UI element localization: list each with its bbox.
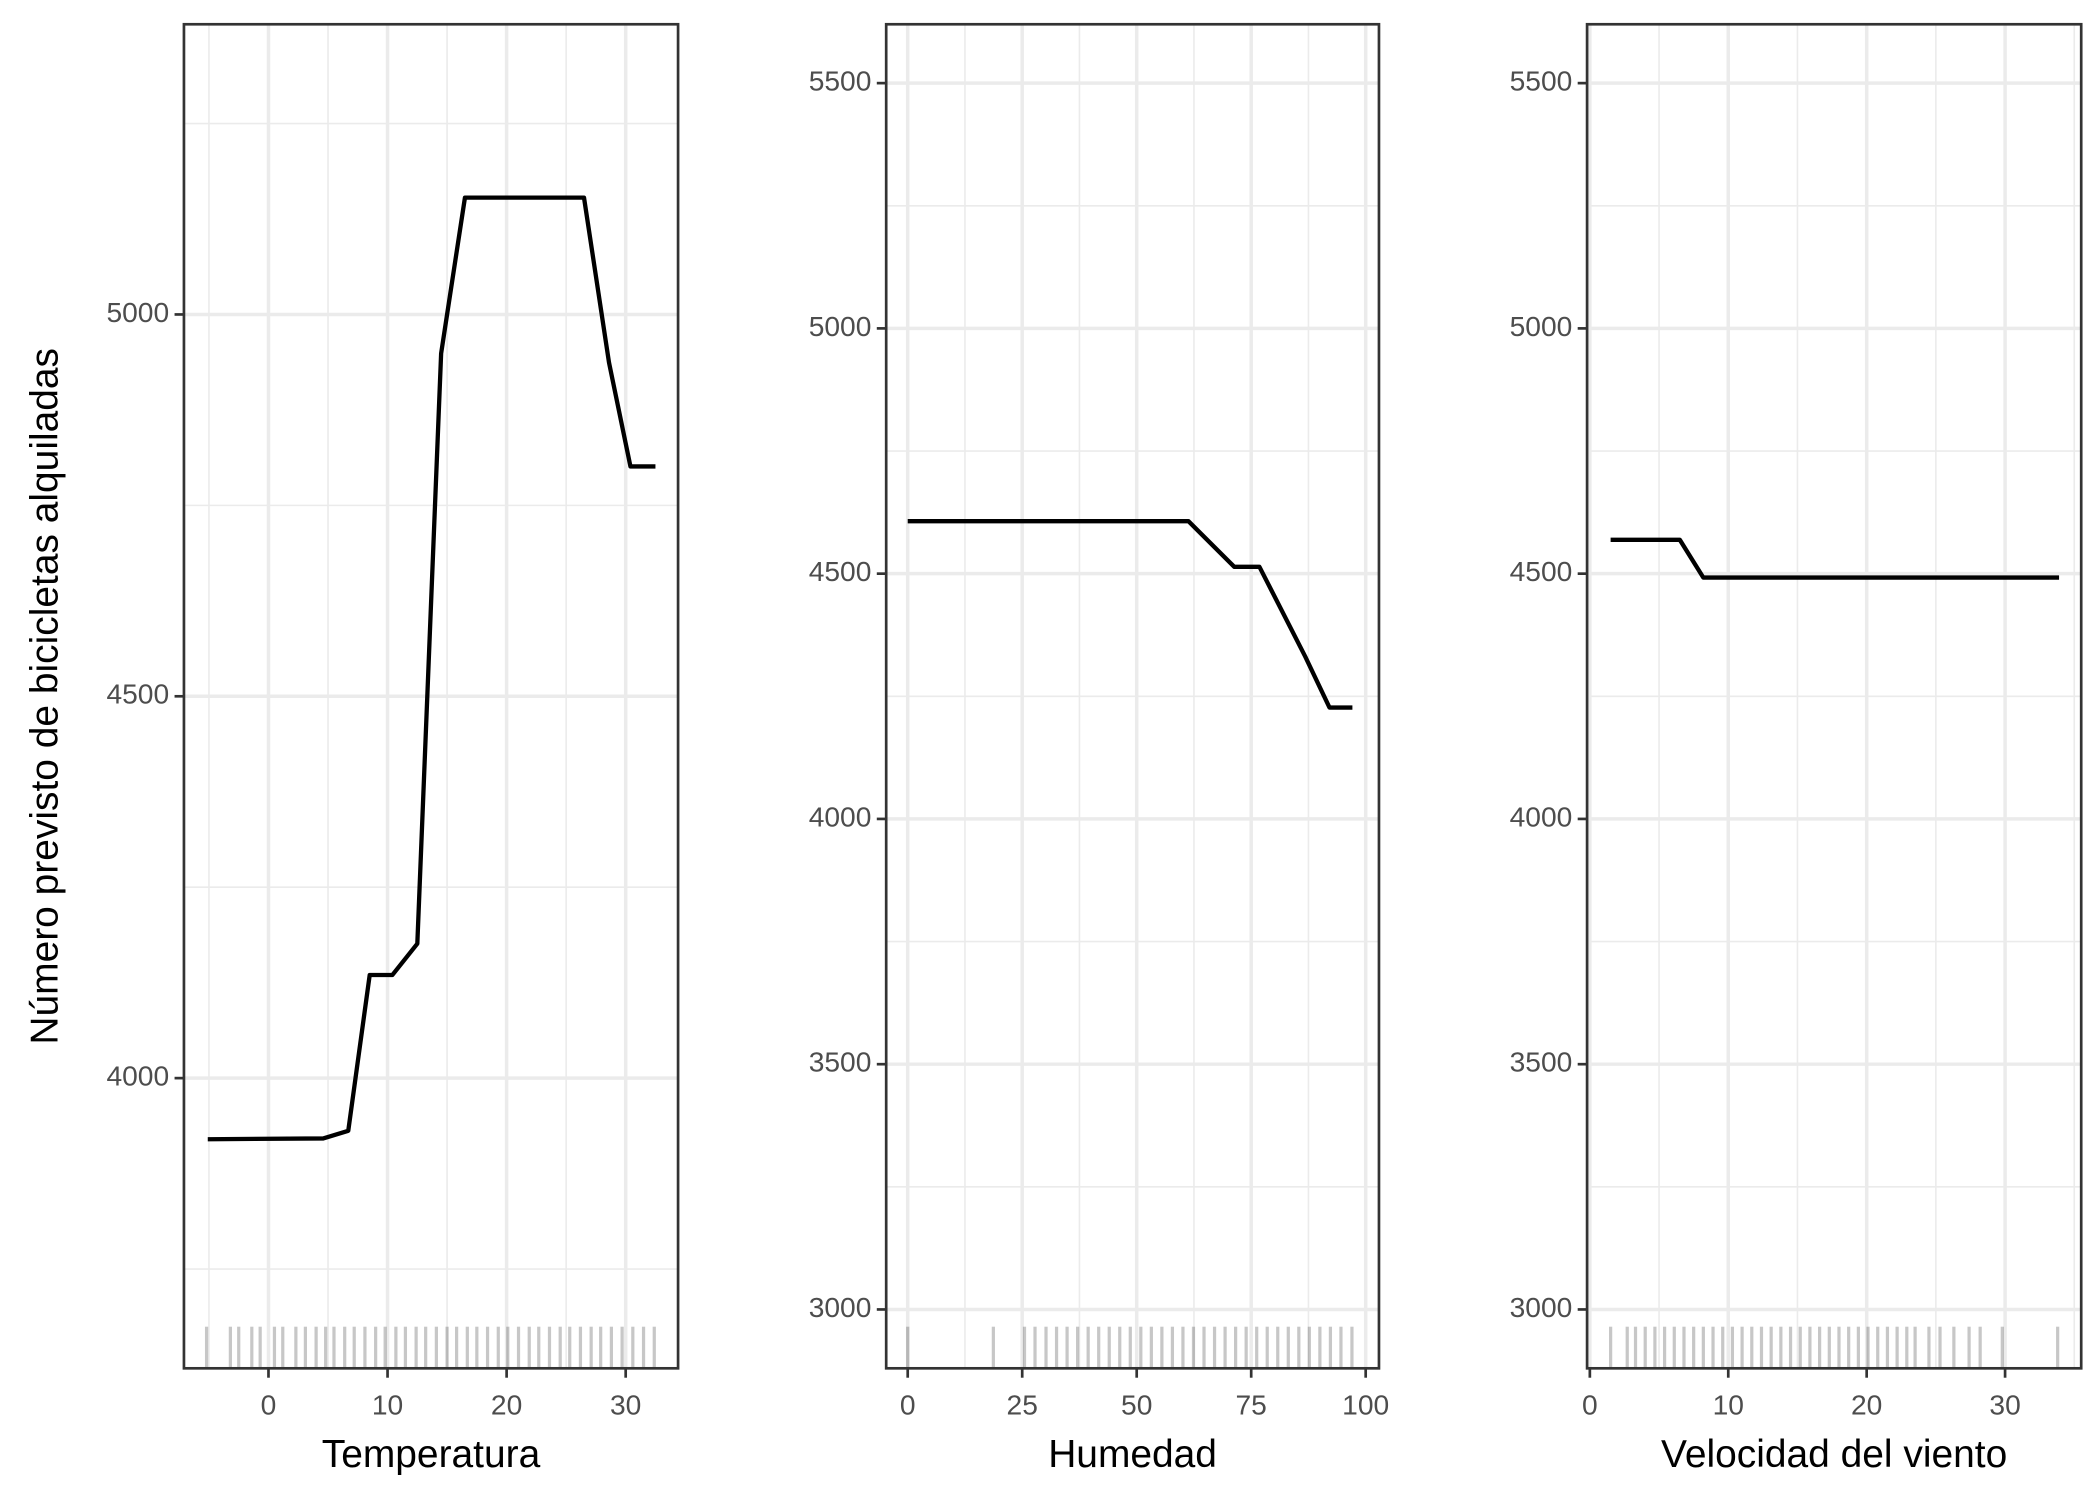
y-tick-label: 4500 bbox=[809, 555, 872, 587]
x-tick-label: 30 bbox=[610, 1389, 641, 1421]
line bbox=[1610, 537, 2060, 580]
line bbox=[907, 519, 1353, 710]
x-tick-label: 0 bbox=[1582, 1389, 1598, 1421]
panel-border bbox=[884, 22, 1381, 1370]
x-tick-label: 20 bbox=[1851, 1389, 1882, 1421]
x-tick-label: 10 bbox=[372, 1389, 403, 1421]
x-tick-label: 75 bbox=[1236, 1389, 1267, 1421]
y-tick-label: 4500 bbox=[106, 678, 169, 710]
y-tick-label: 4000 bbox=[809, 800, 872, 832]
x-tick-label: 0 bbox=[900, 1389, 916, 1421]
y-tick-label: 4000 bbox=[1510, 800, 1573, 832]
x-axis-title: Velocidad del viento bbox=[1661, 1433, 2007, 1476]
y-tick-label: 4000 bbox=[106, 1060, 169, 1092]
y-tick-label: 5000 bbox=[1510, 310, 1573, 342]
x-tick-label: 25 bbox=[1007, 1389, 1038, 1421]
panel-border bbox=[1585, 22, 2083, 1370]
y-axis-title: Número previsto de bicicletas alquiladas bbox=[23, 348, 66, 1045]
y-tick-label: 3000 bbox=[809, 1291, 872, 1323]
x-tick-label: 30 bbox=[1989, 1389, 2020, 1421]
y-tick-label: 3500 bbox=[1510, 1046, 1573, 1078]
y-tick-label: 5000 bbox=[809, 310, 872, 342]
x-axis-title: Humedad bbox=[1048, 1433, 1217, 1476]
y-tick-label: 3000 bbox=[1510, 1291, 1573, 1323]
y-tick-label: 4500 bbox=[1510, 555, 1573, 587]
x-tick-label: 10 bbox=[1713, 1389, 1744, 1421]
y-tick-label: 5000 bbox=[106, 296, 169, 328]
y-tick-label: 3500 bbox=[809, 1046, 872, 1078]
x-tick-label: 0 bbox=[261, 1389, 277, 1421]
y-tick-label: 5500 bbox=[1510, 65, 1573, 97]
x-tick-label: 20 bbox=[491, 1389, 522, 1421]
x-axis-title: Temperatura bbox=[322, 1433, 541, 1476]
x-tick-label: 50 bbox=[1121, 1389, 1152, 1421]
y-tick-label: 5500 bbox=[809, 65, 872, 97]
line bbox=[207, 195, 656, 1142]
x-tick-label: 100 bbox=[1342, 1389, 1389, 1421]
panel-border bbox=[182, 22, 680, 1370]
